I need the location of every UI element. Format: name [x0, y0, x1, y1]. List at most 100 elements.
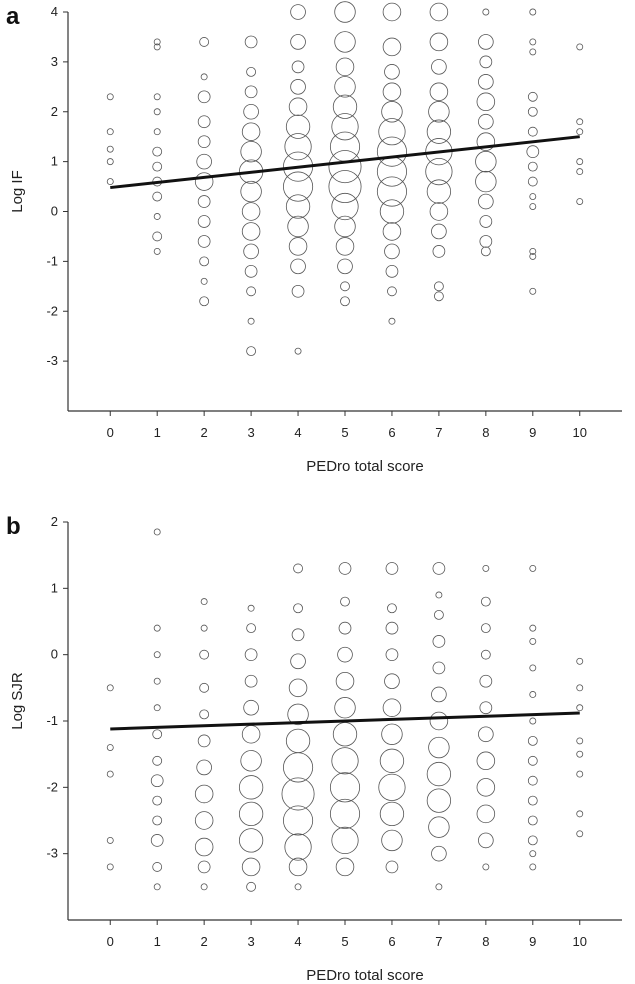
data-point — [199, 682, 210, 693]
data-point — [194, 811, 214, 830]
data-point — [194, 837, 214, 857]
data-point — [432, 661, 446, 675]
data-point — [340, 296, 350, 307]
x-tick-label: 5 — [341, 425, 348, 440]
data-point — [106, 744, 114, 751]
data-point — [290, 34, 306, 50]
data-point — [243, 103, 259, 120]
data-point — [247, 317, 255, 325]
data-point — [529, 48, 537, 56]
data-point — [429, 711, 449, 731]
data-point — [331, 113, 359, 141]
data-point — [482, 863, 490, 871]
data-point — [246, 881, 257, 892]
data-point — [153, 43, 161, 51]
y-tick-label: -3 — [46, 846, 58, 861]
data-point — [338, 562, 352, 575]
data-point — [529, 664, 537, 672]
data-point — [576, 198, 584, 205]
data-point — [194, 784, 214, 804]
data-point — [480, 649, 491, 660]
data-point — [287, 215, 309, 238]
data-point — [476, 804, 496, 824]
data-point — [576, 128, 584, 136]
data-point — [241, 725, 261, 744]
bubble-group — [106, 1, 584, 357]
x-tick-label: 3 — [247, 934, 254, 949]
data-point — [476, 778, 496, 797]
data-point — [246, 286, 257, 297]
data-point — [200, 598, 208, 606]
data-point — [106, 836, 114, 844]
data-point — [382, 698, 402, 717]
data-point — [529, 850, 537, 858]
data-point — [381, 829, 403, 852]
x-tick-label: 4 — [294, 425, 301, 440]
data-point — [329, 772, 361, 803]
data-point — [379, 801, 405, 827]
data-point — [290, 653, 306, 670]
data-point — [338, 621, 352, 635]
data-point — [385, 860, 399, 874]
data-point — [287, 703, 309, 726]
x-tick-label: 6 — [388, 425, 395, 440]
data-point — [291, 628, 305, 642]
data-point — [431, 223, 447, 240]
data-point — [106, 145, 114, 153]
panel-letter: a — [6, 3, 20, 30]
data-point — [378, 118, 406, 146]
data-point — [106, 93, 114, 101]
data-point — [285, 194, 311, 219]
data-point — [482, 564, 490, 572]
data-point — [576, 657, 584, 665]
data-point — [527, 126, 538, 137]
data-point — [152, 795, 163, 806]
data-point — [153, 528, 161, 536]
data-point — [433, 291, 444, 302]
data-point — [153, 108, 161, 116]
x-axis-title: PEDro total score — [306, 458, 424, 475]
data-point — [294, 883, 302, 891]
data-point — [433, 281, 444, 292]
data-point — [153, 677, 161, 685]
data-point — [576, 684, 584, 692]
data-point — [378, 773, 406, 801]
data-point — [426, 119, 452, 144]
data-point — [334, 215, 356, 238]
data-point — [426, 761, 452, 787]
data-point — [381, 101, 403, 123]
data-point — [576, 704, 584, 712]
data-point — [529, 8, 537, 16]
data-point — [479, 701, 493, 715]
data-point — [238, 828, 264, 853]
data-point — [246, 346, 257, 357]
data-point — [382, 2, 402, 22]
data-point — [106, 158, 114, 166]
y-tick-label: -1 — [46, 253, 58, 268]
data-point — [527, 106, 538, 117]
data-point — [241, 202, 261, 221]
data-point — [576, 810, 584, 818]
data-point — [334, 1, 356, 23]
data-point — [153, 213, 161, 220]
data-point — [476, 132, 496, 151]
y-tick-label: 1 — [51, 580, 58, 595]
data-point — [288, 97, 308, 117]
data-point — [329, 131, 361, 162]
data-point — [431, 845, 447, 862]
x-tick-label: 10 — [573, 425, 587, 440]
x-tick-label: 9 — [529, 934, 536, 949]
x-tick-label: 9 — [529, 425, 536, 440]
data-point — [429, 202, 449, 221]
data-point — [243, 243, 259, 260]
data-point — [152, 862, 163, 872]
data-point — [387, 603, 397, 614]
data-point — [382, 82, 402, 102]
data-point — [337, 258, 353, 275]
data-point — [479, 215, 493, 228]
data-point — [529, 38, 537, 46]
data-point — [240, 750, 262, 772]
data-point — [152, 755, 163, 766]
data-point — [376, 136, 407, 167]
data-point — [285, 728, 311, 754]
